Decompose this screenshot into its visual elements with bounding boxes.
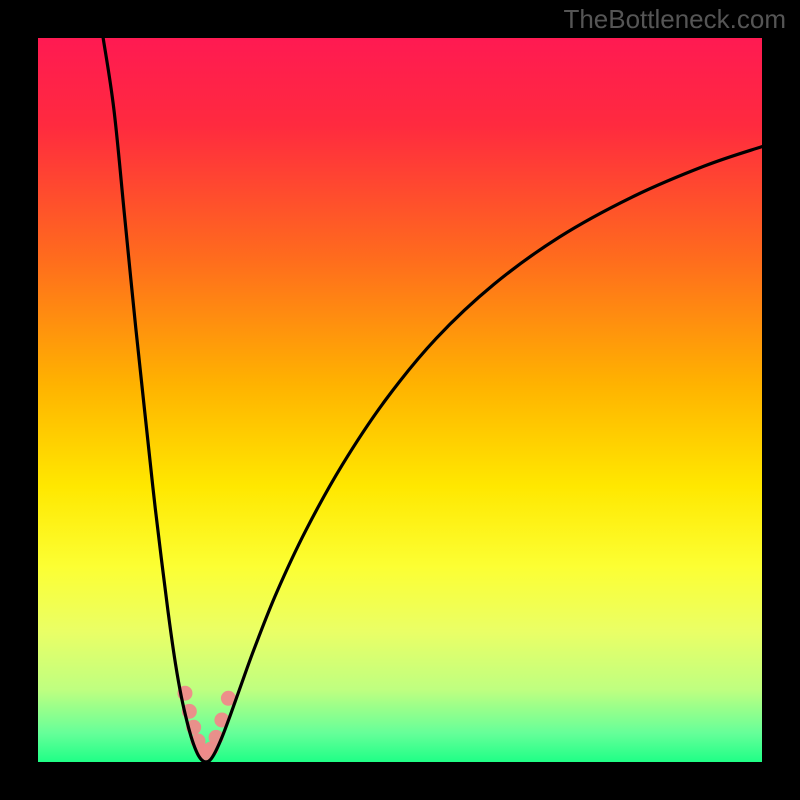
gradient-background <box>38 38 762 762</box>
plot-area <box>38 38 762 762</box>
bottleneck-chart <box>38 38 762 762</box>
chart-frame: TheBottleneck.com <box>0 0 800 800</box>
watermark-text: TheBottleneck.com <box>563 4 786 35</box>
